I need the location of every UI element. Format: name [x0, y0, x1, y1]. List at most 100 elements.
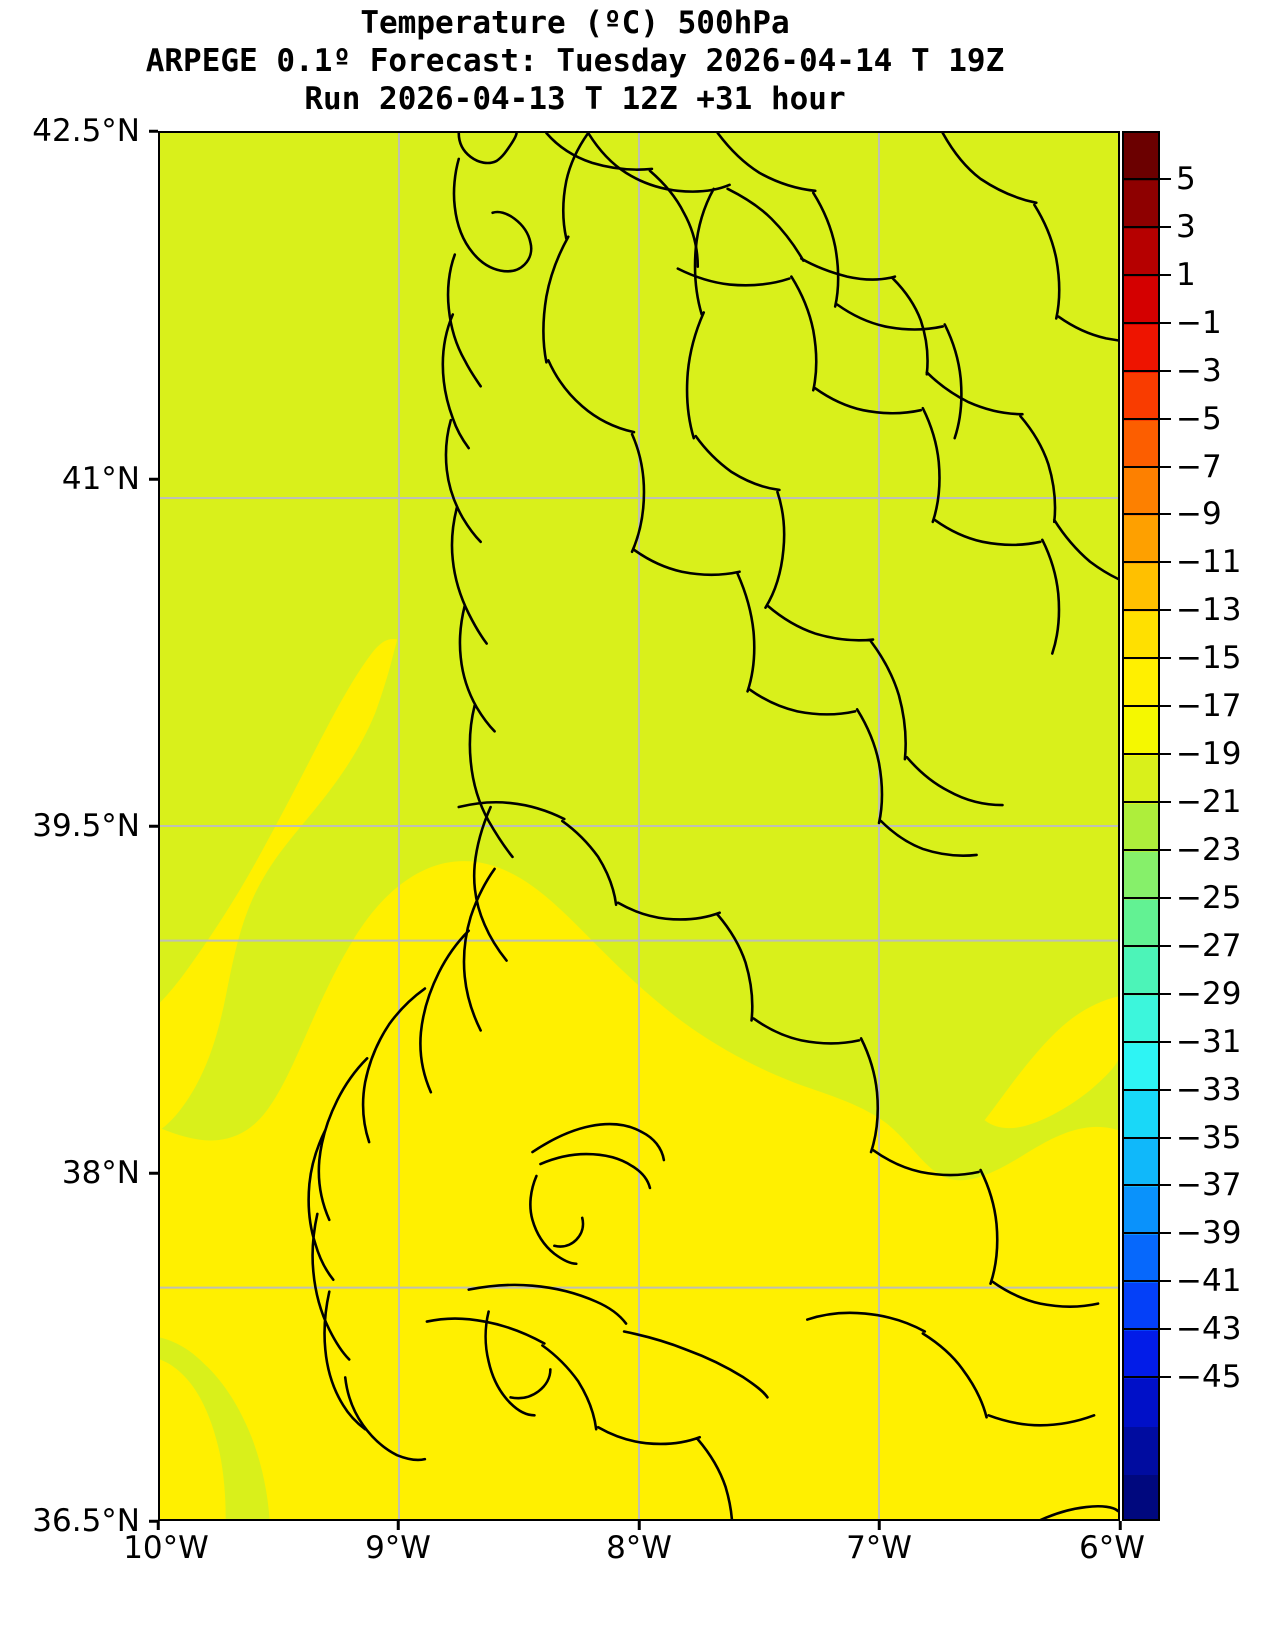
colorbar-tick-20: [1160, 1136, 1171, 1139]
colorbar-separator-15: [1122, 896, 1160, 899]
colorbar-tick-18: [1160, 1040, 1171, 1043]
colorbar-band-21: [1124, 1139, 1158, 1188]
colorbar-label-17: −29: [1176, 975, 1242, 1012]
xlabel-9W: 9°W: [365, 1530, 431, 1566]
colorbar-separator-12: [1122, 753, 1160, 756]
colorbar-tick-21: [1160, 1184, 1171, 1187]
colorbar-label-22: −39: [1176, 1215, 1242, 1252]
colorbar-separator-20: [1122, 1136, 1160, 1139]
colorbar-tick-1: [1160, 225, 1171, 228]
colorbar-separator-17: [1122, 992, 1160, 995]
colorbar-separator-6: [1122, 465, 1160, 468]
xlabel-6W: 6°W: [1079, 1530, 1145, 1566]
colorbar-band-22: [1124, 1187, 1158, 1236]
colorbar-tick-24: [1160, 1328, 1171, 1331]
colorbar-separator-14: [1122, 848, 1160, 851]
band-minus13-minus15-sw-intrusion: [160, 1337, 270, 1519]
colorbar-label-2: 1: [1176, 256, 1196, 293]
border-north-spain-admin: [545, 133, 1118, 655]
colorbar-tick-11: [1160, 705, 1171, 708]
ytick-41: [149, 477, 158, 481]
colorbar-band-26: [1124, 1378, 1158, 1427]
colorbar-tick-22: [1160, 1232, 1171, 1235]
ylabel-36p5N: 36.5°N: [32, 1503, 140, 1539]
xtick-10w: [156, 1521, 160, 1530]
colorbar-separator-5: [1122, 417, 1160, 420]
colorbar-separator-22: [1122, 1232, 1160, 1235]
map-plot-area[interactable]: [158, 131, 1120, 1521]
colorbar-band-27: [1124, 1426, 1158, 1475]
colorbar-separator-24: [1122, 1328, 1160, 1331]
colorbar-label-23: −41: [1176, 1263, 1242, 1300]
xlabel-7W: 7°W: [846, 1530, 912, 1566]
colorbar-tick-14: [1160, 848, 1171, 851]
colorbar-separator-9: [1122, 609, 1160, 612]
colorbar-label-7: −9: [1176, 496, 1222, 533]
border-portugal-spain: [425, 133, 1118, 1519]
colorbar-tick-17: [1160, 992, 1171, 995]
temperature-colorbar[interactable]: [1122, 131, 1160, 1521]
chart-title-block: Temperature (ºC) 500hPa ARPEGE 0.1º Fore…: [0, 4, 1150, 118]
colorbar-tick-25: [1160, 1376, 1171, 1379]
colorbar-label-11: −17: [1176, 688, 1242, 725]
ytick-42p5: [149, 129, 158, 133]
colorbar-label-3: −1: [1176, 304, 1222, 341]
colorbar-band-23: [1124, 1235, 1158, 1284]
colorbar-label-9: −13: [1176, 592, 1242, 629]
coastline-setubal-sado: [467, 1283, 769, 1417]
colorbar-band-1: [1124, 180, 1158, 229]
colorbar-label-4: −3: [1176, 352, 1222, 389]
colorbar-label-20: −35: [1176, 1119, 1242, 1156]
temperature-contour-map: [160, 133, 1118, 1519]
colorbar-separator-18: [1122, 1040, 1160, 1043]
colorbar-band-4: [1124, 324, 1158, 373]
colorbar-tick-16: [1160, 944, 1171, 947]
colorbar-label-24: −43: [1176, 1311, 1242, 1348]
colorbar-band-17: [1124, 947, 1158, 996]
colorbar-separator-25: [1122, 1376, 1160, 1379]
title-line-run: Run 2026-04-13 T 12Z +31 hour: [304, 81, 846, 117]
colorbar-tick-6: [1160, 465, 1171, 468]
colorbar-band-20: [1124, 1091, 1158, 1140]
coastline-portugal-west: [307, 133, 533, 1462]
colorbar-separator-1: [1122, 225, 1160, 228]
colorbar-band-8: [1124, 516, 1158, 565]
colorbar-tick-8: [1160, 561, 1171, 564]
colorbar-label-5: −5: [1176, 400, 1222, 437]
colorbar-band-10: [1124, 612, 1158, 661]
colorbar-separator-3: [1122, 321, 1160, 324]
colorbar-band-13: [1124, 755, 1158, 804]
colorbar-separator-23: [1122, 1280, 1160, 1283]
ylabel-41N: 41°N: [61, 461, 140, 497]
colorbar-band-16: [1124, 899, 1158, 948]
colorbar-band-6: [1124, 420, 1158, 469]
colorbar-band-24: [1124, 1283, 1158, 1332]
colorbar-tick-0: [1160, 177, 1171, 180]
colorbar-band-3: [1124, 276, 1158, 325]
colorbar-band-25: [1124, 1331, 1158, 1379]
colorbar-band-7: [1124, 468, 1158, 517]
colorbar-label-13: −21: [1176, 784, 1242, 821]
colorbar-tick-2: [1160, 273, 1171, 276]
colorbar-band-28: [1124, 1474, 1158, 1519]
xtick-7w: [877, 1521, 881, 1530]
colorbar-label-12: −19: [1176, 736, 1242, 773]
colorbar-tick-5: [1160, 417, 1171, 420]
ylabel-42p5N: 42.5°N: [32, 113, 140, 149]
colorbar-tick-15: [1160, 896, 1171, 899]
xlabel-10W: 10°W: [123, 1530, 209, 1566]
coastline-tagus-estuary: [529, 1122, 666, 1266]
colorbar-band-19: [1124, 1043, 1158, 1092]
colorbar-band-0: [1124, 133, 1158, 181]
title-line-variable: Temperature (ºC) 500hPa: [360, 5, 790, 41]
colorbar-label-6: −7: [1176, 448, 1222, 485]
band-minus11-minus13-southwest-wedge: [160, 1399, 210, 1519]
colorbar-tick-10: [1160, 657, 1171, 660]
colorbar-label-15: −25: [1176, 879, 1242, 916]
coastline-andalusia-south: [1039, 1504, 1118, 1519]
ylabel-39p5N: 39.5°N: [32, 808, 140, 844]
colorbar-separator-11: [1122, 705, 1160, 708]
xtick-9w: [396, 1521, 400, 1530]
colorbar-band-2: [1124, 228, 1158, 277]
colorbar-band-12: [1124, 708, 1158, 756]
